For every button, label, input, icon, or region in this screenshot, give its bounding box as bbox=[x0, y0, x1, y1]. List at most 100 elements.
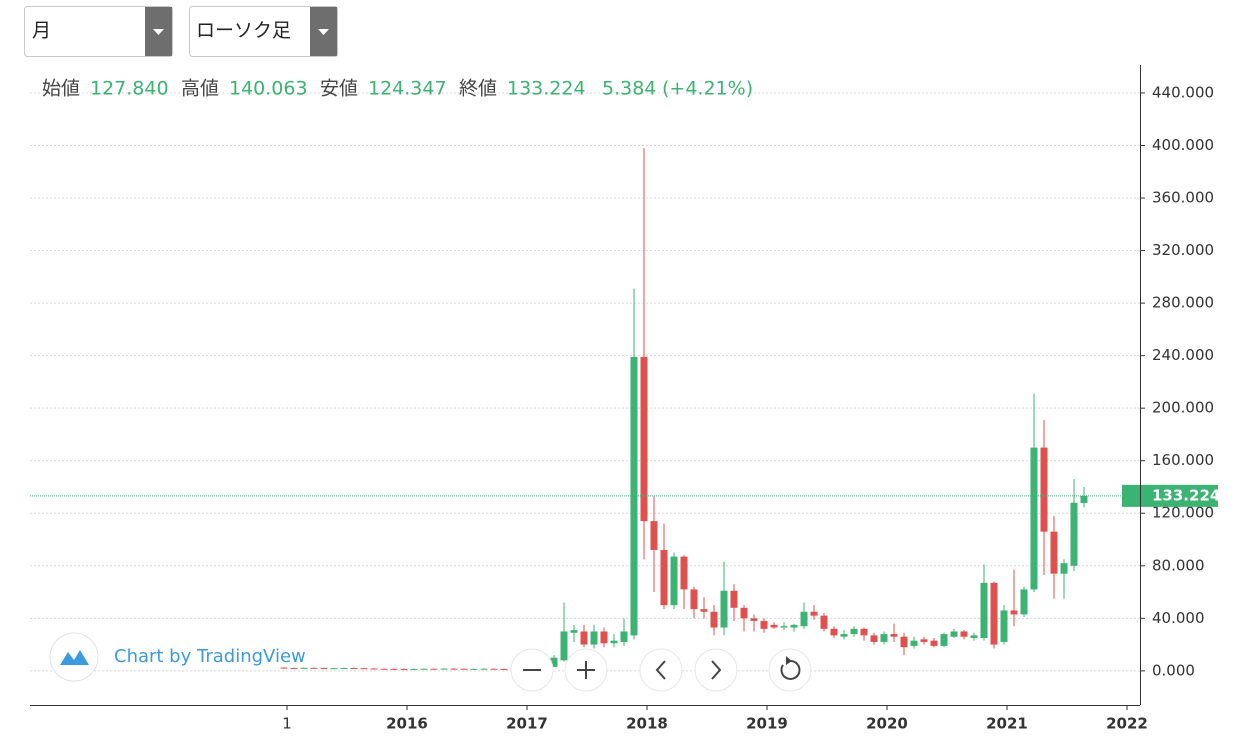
reset-button[interactable] bbox=[768, 648, 812, 692]
y-tick-label: 440.000 bbox=[1152, 83, 1214, 101]
reset-icon bbox=[780, 659, 801, 680]
candle-body bbox=[950, 631, 958, 637]
candle-body bbox=[850, 628, 858, 635]
interval-dropdown[interactable]: 月 bbox=[24, 6, 173, 57]
candle-body bbox=[870, 635, 878, 642]
x-tick-label: 2016 bbox=[386, 715, 428, 733]
scroll-left-button[interactable] bbox=[639, 648, 683, 692]
y-tick-label: 40.000 bbox=[1152, 609, 1205, 627]
candle-body bbox=[470, 668, 478, 670]
candle-body bbox=[770, 624, 778, 628]
candle-body bbox=[760, 620, 768, 629]
candle-body bbox=[960, 631, 968, 637]
candle-body bbox=[350, 667, 358, 669]
dropdown-arrow bbox=[318, 29, 329, 35]
candle-body bbox=[820, 615, 828, 629]
candle-body bbox=[830, 628, 838, 636]
candle-body bbox=[290, 667, 298, 669]
candle-body bbox=[970, 635, 978, 639]
candle-body bbox=[730, 590, 738, 608]
price-label-box bbox=[1122, 484, 1218, 507]
candle-body bbox=[1050, 531, 1058, 574]
x-tick-label: 2020 bbox=[866, 715, 908, 733]
style-dropdown[interactable]: ローソク足 bbox=[189, 6, 338, 57]
candle-body bbox=[370, 668, 378, 670]
candle-body bbox=[450, 668, 458, 670]
scroll-right-icon bbox=[711, 660, 722, 680]
candle-body bbox=[620, 631, 628, 642]
candle-body bbox=[700, 609, 708, 612]
legend-label: 始値 bbox=[42, 78, 80, 100]
legend-label: 高値 bbox=[181, 78, 219, 100]
candle-body bbox=[920, 639, 928, 642]
x-tick-label: 1 bbox=[282, 715, 292, 733]
candle-body bbox=[710, 611, 718, 628]
candle-body bbox=[1000, 610, 1008, 642]
dropdown-box[interactable] bbox=[189, 6, 338, 57]
candle-body bbox=[840, 634, 848, 637]
dropdown-arrow bbox=[153, 29, 164, 35]
watermark-icon bbox=[60, 650, 89, 665]
x-tick-label: 2019 bbox=[746, 715, 788, 733]
candle-body bbox=[570, 630, 578, 633]
watermark-logo[interactable] bbox=[49, 632, 99, 682]
candle-body bbox=[930, 640, 938, 646]
scroll-left-icon bbox=[655, 660, 666, 680]
candle-body bbox=[740, 607, 748, 619]
candle-body bbox=[750, 618, 758, 621]
candle-body bbox=[560, 631, 568, 661]
candle-body bbox=[1060, 563, 1068, 574]
candle-body bbox=[430, 668, 438, 670]
watermark[interactable]: Chart by TradingView bbox=[49, 632, 306, 682]
candle-body bbox=[580, 631, 588, 645]
candle-body bbox=[900, 636, 908, 648]
dropdown-label: ローソク足 bbox=[196, 20, 291, 42]
y-tick-label: 120.000 bbox=[1152, 504, 1214, 522]
y-tick-label: 400.000 bbox=[1152, 136, 1214, 154]
y-tick-label: 200.000 bbox=[1152, 399, 1214, 417]
candle-body bbox=[890, 634, 898, 637]
candle-body bbox=[1030, 447, 1038, 590]
legend-change-pct: (+4.21%) bbox=[662, 78, 753, 100]
candle-body bbox=[800, 611, 808, 627]
candle-body bbox=[440, 668, 448, 670]
candle-body bbox=[1010, 610, 1018, 615]
watermark-text[interactable]: Chart by TradingView bbox=[114, 646, 306, 667]
plot: 0.000 40.000 80.000 120.000 160.000 200.000 24… bbox=[30, 83, 1220, 733]
candle-body bbox=[640, 356, 648, 522]
y-tick-label: 360.000 bbox=[1152, 189, 1214, 207]
legend-label: 終値 bbox=[459, 78, 497, 100]
dropdown-box[interactable] bbox=[24, 6, 173, 57]
y-tick-label: 280.000 bbox=[1152, 294, 1214, 312]
candle-body bbox=[420, 668, 428, 670]
candle-body bbox=[600, 631, 608, 644]
candle-body bbox=[550, 657, 558, 667]
candle-body bbox=[1020, 589, 1028, 615]
candle-body bbox=[790, 624, 798, 628]
candle-body bbox=[460, 668, 468, 670]
y-tick-label: 320.000 bbox=[1152, 241, 1214, 259]
candle-body bbox=[360, 668, 368, 670]
legend-change: 5.384 bbox=[602, 78, 656, 100]
dropdown-label: 月 bbox=[32, 20, 51, 42]
candle-body bbox=[940, 634, 948, 646]
y-tick-label: 160.000 bbox=[1152, 451, 1214, 469]
candle-body bbox=[400, 669, 408, 671]
reset-arrow bbox=[786, 656, 792, 665]
y-tick-label: 240.000 bbox=[1152, 346, 1214, 364]
x-tick-label: 2021 bbox=[986, 715, 1028, 733]
y-tick-label: 80.000 bbox=[1152, 556, 1205, 574]
candle-body bbox=[660, 550, 668, 606]
legend-label: 安値 bbox=[320, 78, 358, 100]
candle-body bbox=[1080, 495, 1088, 503]
y-tick-label: 0.000 bbox=[1152, 661, 1195, 679]
legend-value: 133.224 bbox=[507, 78, 586, 100]
candle-body bbox=[340, 667, 348, 669]
candle-body bbox=[490, 668, 498, 670]
x-tick-label: 2018 bbox=[626, 715, 668, 733]
x-tick-label: 2017 bbox=[506, 715, 548, 733]
scroll-right-button[interactable] bbox=[694, 648, 738, 692]
x-tick-label: 2022 bbox=[1106, 715, 1148, 733]
candle-body bbox=[500, 669, 508, 671]
candle-body bbox=[590, 631, 598, 645]
